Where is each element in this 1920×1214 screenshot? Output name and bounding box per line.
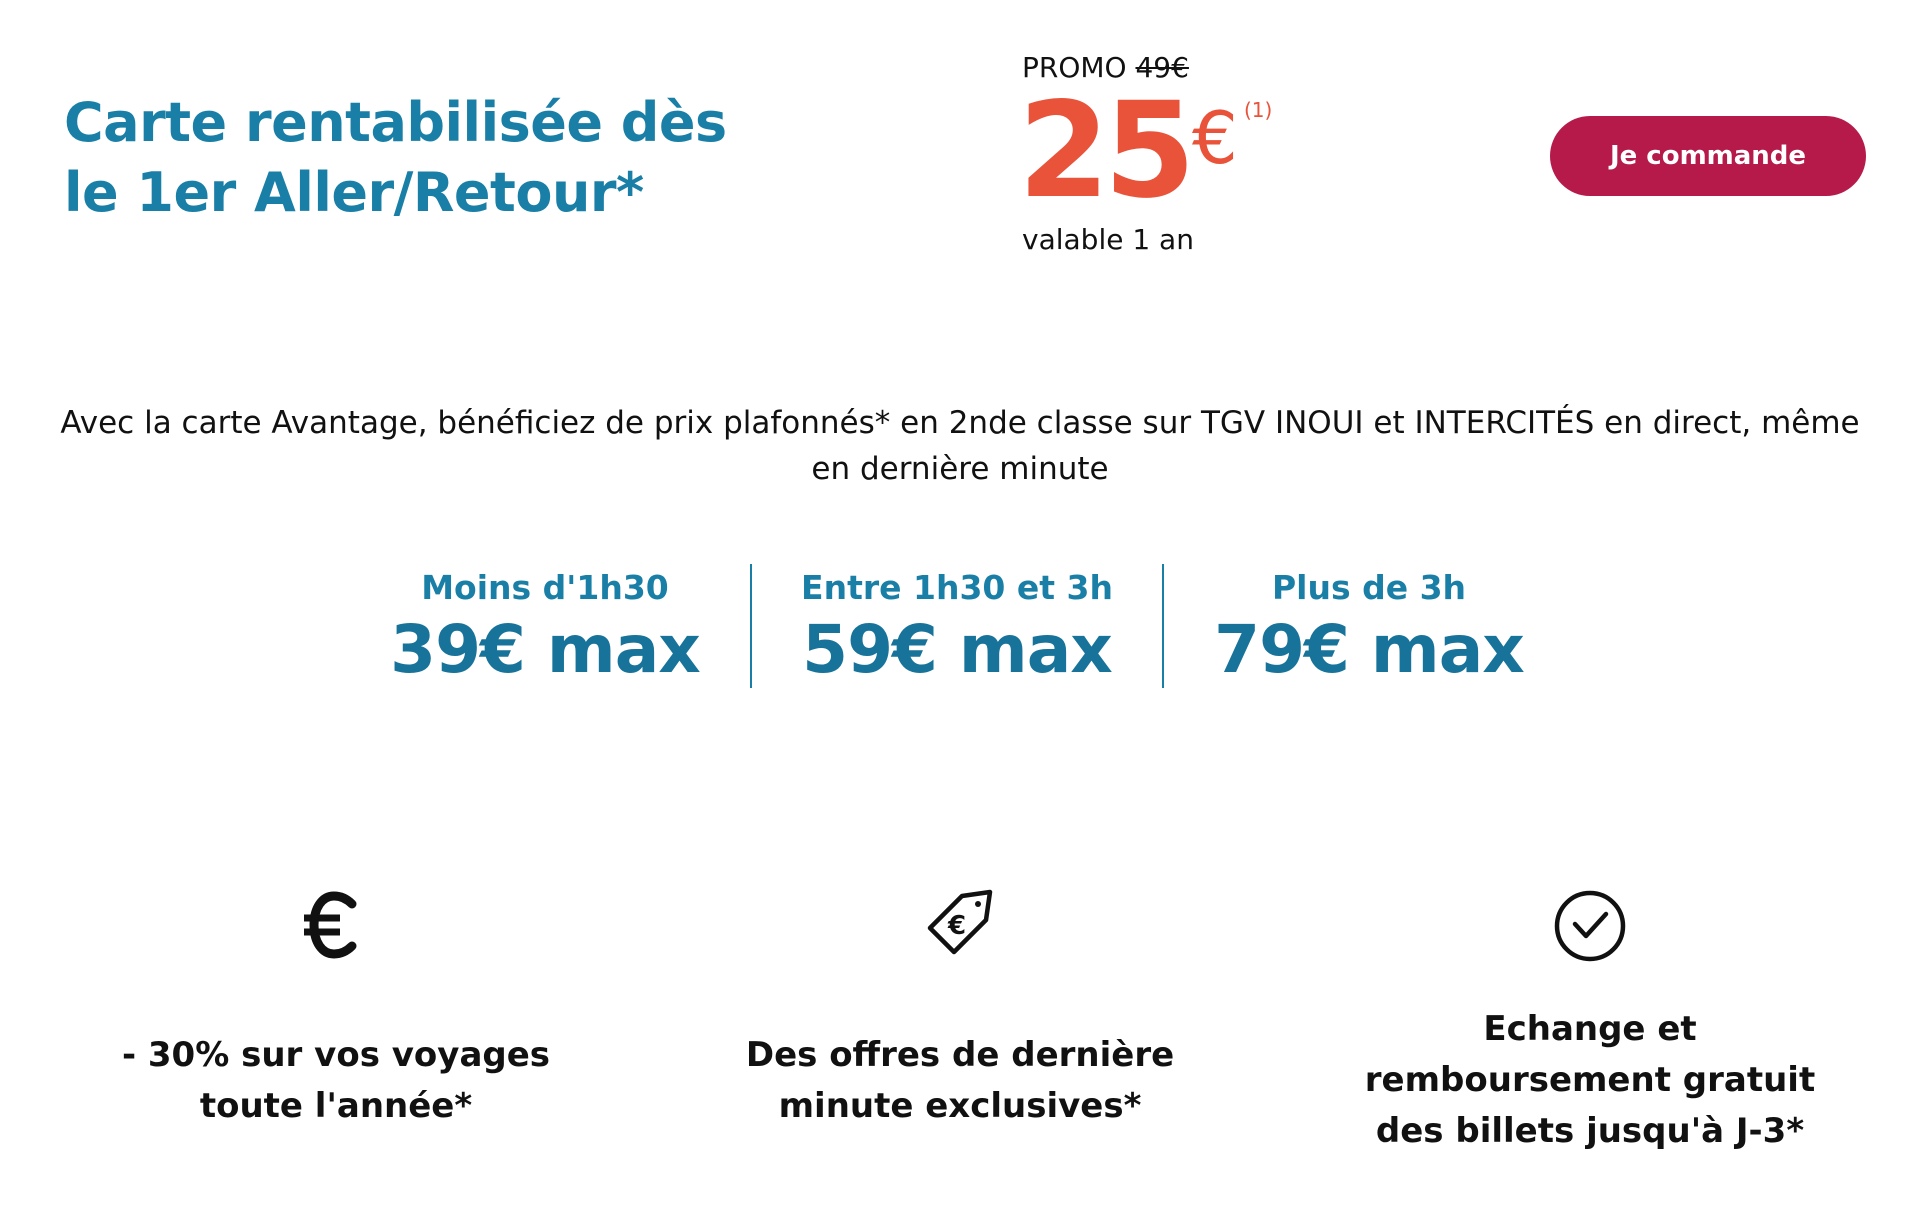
promo-footnote-ref: (1): [1244, 98, 1273, 122]
price-tag-icon: €: [927, 889, 993, 955]
price-cap-medium: Entre 1h30 et 3h 59€ max: [752, 560, 1162, 690]
order-button[interactable]: Je commande: [1550, 116, 1866, 196]
advantage-exchange: Echange et remboursement gratuit des bil…: [1330, 880, 1850, 1157]
price-cap-short: Moins d'1h30 39€ max: [340, 560, 750, 690]
advantage-text: Des offres de dernière minute exclusives…: [745, 1035, 1175, 1126]
promo-label: PROMO: [1022, 51, 1127, 84]
offer-description: Avec la carte Avantage, bénéficiez de pr…: [60, 405, 1860, 487]
price-cap-label: Entre 1h30 et 3h: [801, 568, 1113, 607]
euro-icon: [304, 891, 357, 959]
advantage-text: Echange et remboursement gratuit des bil…: [1364, 1009, 1816, 1151]
svg-text:€: €: [947, 911, 966, 941]
price-cap-value: 59€ max: [802, 611, 1113, 688]
promo-validity: valable 1 an: [1022, 223, 1194, 256]
price-caps: Moins d'1h30 39€ max Entre 1h30 et 3h 59…: [340, 560, 1580, 690]
clock-check-icon: [1554, 890, 1626, 962]
promo-price: 25: [1018, 74, 1196, 228]
price-cap-label: Plus de 3h: [1271, 568, 1467, 607]
promo-old-price: 49€: [1135, 51, 1189, 84]
price-cap-value: 79€ max: [1214, 611, 1525, 688]
promo-currency: €: [1192, 96, 1238, 180]
advantage-last-minute: € Des offres de dernière minute exclusiv…: [700, 880, 1220, 1132]
promo-label-line: PROMO 49€: [1022, 48, 1189, 88]
divider: [1162, 564, 1164, 688]
promo-price-block: PROMO 49€ 25 € (1) valable 1 an: [1018, 48, 1322, 268]
headline: Carte rentabilisée dès le 1er Aller/Reto…: [64, 91, 727, 224]
price-cap-long: Plus de 3h 79€ max: [1164, 560, 1574, 690]
advantage-text: - 30% sur vos voyages toute l'année*: [121, 1035, 551, 1126]
price-cap-value: 39€ max: [390, 611, 701, 688]
price-cap-label: Moins d'1h30: [421, 568, 669, 607]
divider: [750, 564, 752, 688]
advantages: - 30% sur vos voyages toute l'année* € D…: [0, 880, 1920, 1180]
advantage-discount: - 30% sur vos voyages toute l'année*: [76, 880, 596, 1132]
